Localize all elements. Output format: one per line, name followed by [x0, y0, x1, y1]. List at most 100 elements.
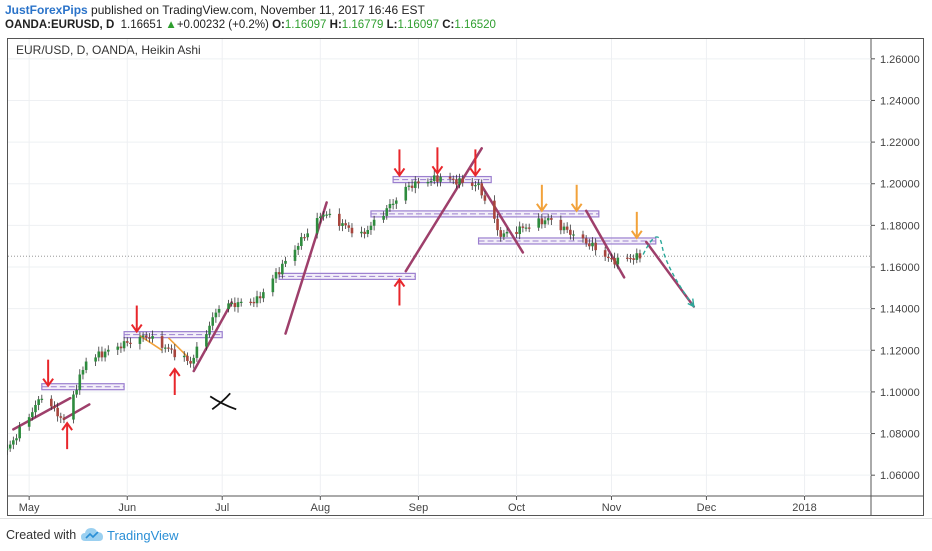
candle-body: [170, 348, 173, 350]
price-chart[interactable]: 1.26000 1.24000 1.22000 1.20000 1.18000 1.160…: [7, 38, 924, 516]
y-tick-label: 1.18000: [880, 220, 920, 232]
candle-body: [607, 256, 610, 259]
down-arrowhead-icon: [393, 167, 406, 178]
candle-body: [360, 231, 363, 234]
candle-body: [281, 263, 284, 275]
candle-body: [470, 182, 474, 186]
candle-body: [144, 335, 148, 338]
trend-line: [192, 301, 233, 373]
candle-body: [163, 347, 167, 349]
candle-body: [483, 195, 487, 201]
candle-body: [271, 278, 275, 293]
price-axis[interactable]: 1.26000 1.24000 1.22000 1.20000 1.18000 1.160…: [871, 54, 920, 482]
high-value: 1.16779: [341, 19, 384, 31]
down-arrowhead-icon: [130, 323, 143, 334]
candle-body: [451, 178, 455, 180]
y-tick-label: 1.10000: [880, 387, 920, 399]
x-tick-label: Nov: [602, 502, 622, 514]
created-with-text: Created with: [6, 528, 77, 542]
candle-body: [274, 272, 278, 279]
candle-body: [94, 357, 97, 362]
price-change: +0.00232 (+0.2%): [176, 19, 269, 31]
trend-line: [12, 396, 72, 431]
candle-body: [284, 260, 287, 264]
candle-body: [404, 186, 408, 201]
candle-body: [300, 237, 303, 246]
down-arrowhead-icon: [469, 167, 482, 178]
up-arrowhead-icon: [61, 421, 73, 431]
annotations: [42, 147, 695, 450]
up-arrowhead-icon: [393, 277, 406, 288]
candle-body: [591, 242, 594, 247]
candle-body: [72, 394, 75, 420]
candle-body: [436, 175, 439, 182]
x-tick-label: Aug: [311, 502, 331, 514]
candle-body: [458, 178, 461, 185]
candle-body: [277, 272, 281, 275]
chart-border: [7, 38, 924, 516]
candle-body: [27, 417, 31, 427]
candle-body: [505, 231, 509, 234]
x-mark-icon: [209, 395, 237, 411]
candle-body: [540, 218, 544, 225]
y-tick-label: 1.16000: [880, 262, 920, 274]
candle-body: [565, 226, 569, 230]
published-text: published on TradingView.com, November 1…: [91, 3, 425, 17]
candle-body: [518, 226, 522, 235]
candle-body: [388, 204, 392, 209]
candle-body: [572, 234, 575, 236]
candle-body: [186, 355, 189, 361]
candle-body: [75, 390, 78, 395]
trend-line: [480, 184, 525, 254]
down-arrowhead-icon: [536, 203, 548, 213]
y-tick-label: 1.06000: [880, 470, 920, 482]
publication-line: JustForexPips published on TradingView.c…: [5, 3, 425, 17]
candle-body: [296, 245, 300, 250]
candle-body: [344, 223, 347, 226]
candle-body: [325, 214, 328, 216]
candle-body: [37, 399, 40, 405]
candle-body: [385, 208, 389, 216]
candle-body: [84, 361, 88, 371]
candle-body: [119, 346, 123, 349]
candle-body: [429, 180, 433, 183]
candle-body: [562, 226, 566, 231]
candle-body: [537, 218, 540, 228]
x-tick-label: Oct: [508, 502, 525, 514]
candle-body: [524, 227, 528, 229]
candle-body: [322, 214, 325, 217]
candle-body: [629, 257, 632, 260]
tradingview-cloud-icon[interactable]: [80, 526, 104, 544]
footer: Created with TradingView: [0, 518, 932, 551]
y-tick-label: 1.20000: [880, 179, 920, 191]
candle-body: [252, 301, 256, 304]
up-arrowhead-icon: [168, 367, 181, 377]
close-value: 1.16520: [454, 19, 496, 31]
x-mark-icon: [211, 392, 231, 411]
x-tick-label: Sep: [409, 502, 429, 514]
level-band: [477, 237, 657, 245]
candle-body: [550, 218, 553, 220]
time-axis[interactable]: May Jun Jul Aug Sep Oct Nov Dec 2018: [19, 496, 817, 514]
candle-body: [31, 412, 34, 418]
levels: [41, 175, 657, 391]
candle-body: [480, 183, 484, 196]
author-name[interactable]: JustForexPips: [5, 3, 88, 17]
symbol-label: OANDA:EURUSD, D: [5, 19, 115, 31]
candle-body: [81, 370, 85, 375]
candle-body: [293, 249, 297, 261]
x-tick-label: Jun: [118, 502, 136, 514]
tradingview-brand[interactable]: TradingView: [107, 528, 179, 543]
candle-body: [616, 257, 620, 265]
candle-body: [474, 185, 477, 187]
candle-body: [34, 404, 37, 413]
candle-body: [461, 178, 465, 183]
candle-body: [477, 183, 480, 186]
candle-body: [502, 233, 506, 237]
candle-body: [211, 317, 215, 326]
candle-body: [496, 218, 499, 231]
candle-body: [40, 398, 44, 400]
candle-body: [116, 346, 120, 350]
candle-body: [391, 203, 395, 205]
candle-body: [559, 219, 563, 231]
